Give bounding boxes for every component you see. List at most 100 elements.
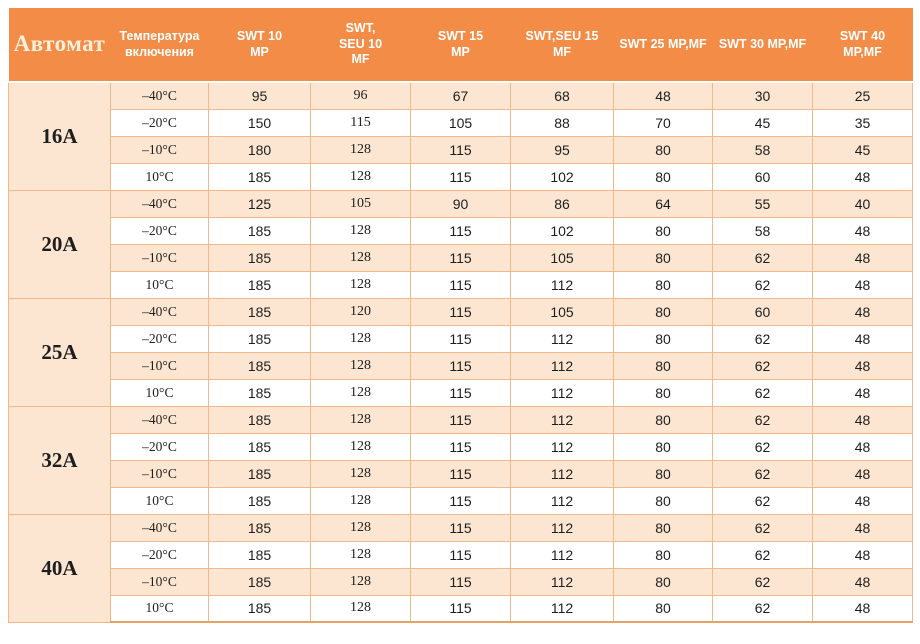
value-cell: 48: [812, 351, 913, 380]
value-cell: 128: [310, 270, 411, 299]
value-cell: 60: [712, 297, 813, 326]
value-cell: 80: [613, 513, 713, 542]
temperature-cell: –10°C: [110, 351, 209, 380]
header-automat: Автомат: [8, 8, 111, 83]
table-row: –10°C 185 128 115 112 80 62 48: [9, 351, 913, 380]
value-cell: 112: [510, 351, 614, 380]
value-cell: 185: [208, 459, 311, 488]
value-cell: 80: [613, 540, 713, 569]
value-cell: 112: [510, 540, 614, 569]
value-cell: 48: [812, 567, 913, 596]
value-cell: 128: [310, 378, 411, 407]
value-cell: 45: [712, 108, 813, 137]
value-cell: 115: [410, 540, 511, 569]
temperature-cell: –20°C: [110, 216, 209, 245]
table-row: 16А –40°C 95 96 67 68 48 30 25: [8, 81, 913, 191]
value-cell: 185: [208, 162, 311, 191]
table-row: –10°C 185 128 115 112 80 62 48: [9, 459, 913, 488]
value-cell: 185: [208, 432, 311, 461]
temperature-cell: –40°C: [110, 81, 209, 110]
value-cell: 80: [613, 162, 713, 191]
value-cell: 80: [613, 270, 713, 299]
value-cell: 48: [812, 216, 913, 245]
value-cell: 62: [712, 243, 813, 272]
value-cell: 80: [613, 486, 713, 515]
temperature-cell: –20°C: [110, 432, 209, 461]
value-cell: 185: [208, 270, 311, 299]
value-cell: 112: [510, 324, 614, 353]
value-cell: 128: [310, 432, 411, 461]
value-cell: 115: [410, 405, 511, 434]
temperature-cell: –10°C: [110, 459, 209, 488]
value-cell: 95: [208, 81, 311, 110]
temperature-cell: –20°C: [110, 324, 209, 353]
value-cell: 115: [410, 567, 511, 596]
value-cell: 128: [310, 486, 411, 515]
value-cell: 80: [613, 432, 713, 461]
value-cell: 115: [310, 108, 411, 137]
value-cell: 115: [410, 378, 511, 407]
value-cell: 115: [410, 270, 511, 299]
table-row: 10°C 185 128 115 102 80 60 48: [9, 162, 913, 191]
temperature-cell: 10°C: [110, 270, 209, 299]
value-cell: 150: [208, 108, 311, 137]
value-cell: 90: [410, 189, 511, 218]
table-row: 10°C 185 128 115 112 80 62 48: [9, 486, 913, 515]
temperature-cell: –40°C: [110, 405, 209, 434]
value-cell: 62: [712, 513, 813, 542]
header-swt-40-mp-mf: SWT 40 MP,MF: [812, 8, 913, 83]
value-cell: 80: [613, 216, 713, 245]
value-cell: 185: [208, 378, 311, 407]
temperature-cell: 10°C: [110, 162, 209, 191]
value-cell: 128: [310, 162, 411, 191]
value-cell: 48: [812, 324, 913, 353]
group-label-cell: 20А: [8, 189, 111, 299]
value-cell: 112: [510, 378, 614, 407]
table-header: Автомат Температура включения SWT 10 MP …: [8, 8, 913, 83]
breaker-temperature-table: Автомат Температура включения SWT 10 MP …: [8, 8, 913, 623]
value-cell: 48: [812, 432, 913, 461]
value-cell: 128: [310, 540, 411, 569]
value-cell: 185: [208, 540, 311, 569]
value-cell: 128: [310, 405, 411, 434]
value-cell: 185: [208, 486, 311, 515]
temperature-cell: –20°C: [110, 540, 209, 569]
value-cell: 62: [712, 594, 813, 623]
table-row: 40А –40°C 185 128 115 112 80 62 48: [8, 513, 913, 623]
value-cell: 185: [208, 405, 311, 434]
table-body: 16А –40°C 95 96 67 68 48 30 25 –20°C 150 115 105 88 70…: [8, 81, 913, 623]
header-temperature: Температура включения: [110, 8, 209, 83]
value-cell: 115: [410, 486, 511, 515]
table-row: 20А –40°C 125 105 90 86 64 55 40: [8, 189, 913, 299]
value-cell: 185: [208, 513, 311, 542]
group-label-cell: 25А: [8, 297, 111, 407]
value-cell: 105: [410, 108, 511, 137]
value-cell: 128: [310, 216, 411, 245]
value-cell: 80: [613, 351, 713, 380]
value-cell: 112: [510, 594, 614, 623]
value-cell: 185: [208, 243, 311, 272]
group-label-cell: 32А: [8, 405, 111, 515]
value-cell: 88: [510, 108, 614, 137]
value-cell: 105: [510, 243, 614, 272]
value-cell: 115: [410, 135, 511, 164]
temperature-cell: –10°C: [110, 567, 209, 596]
value-cell: 48: [613, 81, 713, 110]
temperature-cell: –10°C: [110, 135, 209, 164]
value-cell: 80: [613, 567, 713, 596]
value-cell: 115: [410, 351, 511, 380]
value-cell: 128: [310, 351, 411, 380]
value-cell: 67: [410, 81, 511, 110]
table-row: –20°C 185 128 115 112 80 62 48: [9, 432, 913, 461]
header-swt-seu-15-mf: SWT,SEU 15 MF: [510, 8, 614, 83]
value-cell: 45: [812, 135, 913, 164]
value-cell: 62: [712, 432, 813, 461]
value-cell: 185: [208, 297, 311, 326]
temperature-cell: –10°C: [110, 243, 209, 272]
temperature-cell: 10°C: [110, 486, 209, 515]
value-cell: 62: [712, 378, 813, 407]
value-cell: 60: [712, 162, 813, 191]
value-cell: 80: [613, 324, 713, 353]
table-row: –10°C 185 128 115 112 80 62 48: [9, 567, 913, 596]
value-cell: 62: [712, 459, 813, 488]
